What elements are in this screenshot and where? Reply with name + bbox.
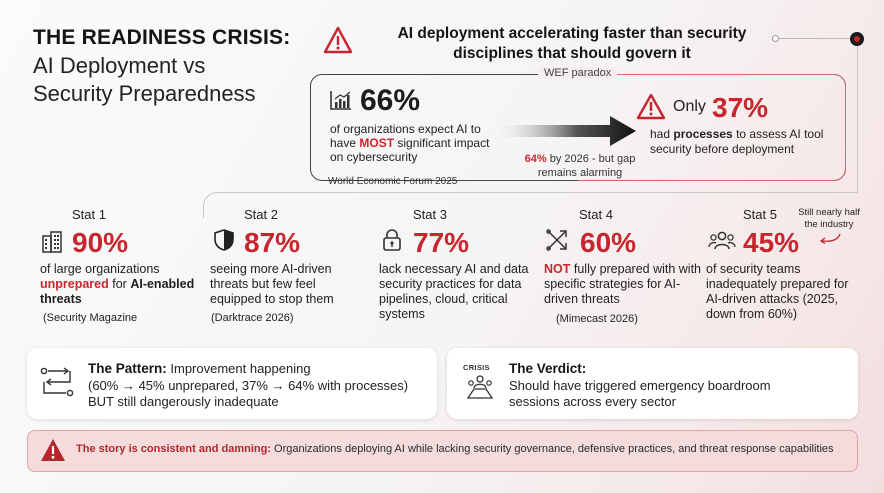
wef-paradox-box-accent xyxy=(578,74,846,181)
verdict-line2: sessions across every sector xyxy=(509,394,676,409)
connector-dot xyxy=(772,35,779,42)
boardroom-icon xyxy=(466,375,494,399)
wef-source: World Economic Forum 2025 xyxy=(328,176,458,187)
wef-paradox-label: WEF paradox xyxy=(538,67,618,79)
pattern-conclusion: BUT still dangerously inadequate xyxy=(88,394,279,409)
stat-1-value: 90% xyxy=(72,227,129,258)
stat-1-description: of large organizations unprepared for AI… xyxy=(40,262,195,306)
wef-stat-37-description: had processes to assess AI tool security… xyxy=(650,127,824,156)
stat-5-label: Stat 5 xyxy=(743,207,777,222)
team-icon xyxy=(708,231,736,250)
wef-stat-66-description: of organizations expect AI to have MOST … xyxy=(330,122,490,164)
page-title: THE READINESS CRISIS: xyxy=(33,26,291,49)
crisis-icon-label: CRISIS xyxy=(463,363,490,372)
connector-node xyxy=(850,32,864,46)
stat-2-source: (Darktrace 2026) xyxy=(211,312,294,324)
stat-3-description: lack necessary AI and data security prac… xyxy=(379,262,529,321)
stat-2-label: Stat 2 xyxy=(244,207,278,222)
pattern-detail: (60% → 45% unprepared, 37% → 64% with pr… xyxy=(88,378,409,393)
verdict-title: The Verdict: xyxy=(509,361,587,376)
stat-4-value: 60% xyxy=(580,227,637,258)
stat-5-value: 45% xyxy=(743,227,800,258)
stat-5-note: Still nearly half the industry xyxy=(798,207,860,230)
conclusion-text: The story is consistent and damning: Org… xyxy=(76,443,834,455)
connector-line-right xyxy=(857,46,858,192)
verdict-line1: Should have triggered emergency boardroo… xyxy=(509,378,771,393)
conclusion-banner xyxy=(27,430,858,472)
wef-only-label: Only xyxy=(673,98,706,115)
stat-2-value: 87% xyxy=(244,227,301,258)
page-subtitle-line1: AI Deployment vs xyxy=(33,53,206,78)
building-icon xyxy=(42,231,62,253)
crossed-arrows-icon xyxy=(546,229,567,251)
connector-line-middle xyxy=(222,192,858,193)
warning-icon xyxy=(323,26,353,54)
stat-2-description: seeing more AI-driven threats but few fe… xyxy=(210,262,334,306)
wef-future-note: 64% by 2026 - but gap remains alarming xyxy=(524,153,636,179)
warning-icon xyxy=(636,93,666,120)
stat-1-source: (Security Magazine xyxy=(43,312,138,324)
shield-icon xyxy=(214,229,234,251)
page-subtitle-line2: Security Preparedness xyxy=(33,81,256,106)
verdict-card xyxy=(447,348,858,419)
wef-stat-66: 66% xyxy=(360,84,421,117)
flow-icon xyxy=(40,367,74,397)
warning-icon xyxy=(41,439,65,461)
stat-5-description: of security teams inadequately prepared … xyxy=(706,262,849,321)
connector-line xyxy=(776,38,852,39)
stat-1-label: Stat 1 xyxy=(72,207,106,222)
curved-arrow-icon xyxy=(819,233,841,244)
stat-4-source: (Mimecast 2026) xyxy=(556,313,638,325)
stat-4-description: NOT fully prepared with with specific st… xyxy=(544,262,702,306)
lock-icon xyxy=(383,229,401,251)
pattern-card xyxy=(27,348,437,419)
stat-3-value: 77% xyxy=(413,227,470,258)
stat-3-label: Stat 3 xyxy=(413,207,447,222)
stat-4-label: Stat 4 xyxy=(579,207,613,222)
wef-stat-37: 37% xyxy=(712,92,769,123)
connector-curve xyxy=(203,192,225,218)
gradient-arrow-icon xyxy=(488,116,636,146)
header-headline: AI deployment accelerating faster than s… xyxy=(397,25,747,62)
pattern-headline: The Pattern: Improvement happening xyxy=(88,361,311,376)
bar-chart-icon xyxy=(330,91,351,110)
